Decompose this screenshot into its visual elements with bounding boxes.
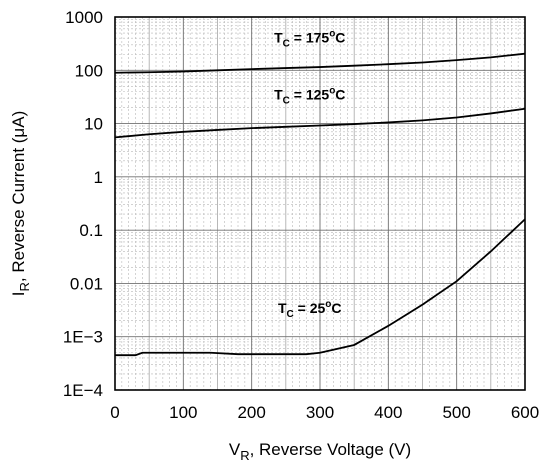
y-tick-label: 0.1	[79, 221, 103, 240]
series-annotation-2: TC = 25oC	[278, 299, 342, 320]
y-tick-label: 0.01	[70, 274, 103, 293]
x-tick-label: 100	[169, 403, 197, 422]
y-tick-label: 1E−4	[63, 381, 103, 400]
x-tick-label: 600	[511, 403, 539, 422]
x-tick-label: 200	[237, 403, 265, 422]
y-tick-label: 100	[75, 61, 103, 80]
x-tick-label: 500	[442, 403, 470, 422]
y-tick-label: 10	[84, 115, 103, 134]
x-tick-label: 400	[374, 403, 402, 422]
y-tick-label: 1	[94, 168, 103, 187]
series-annotation-1: TC = 125oC	[274, 86, 345, 107]
x-tick-label: 0	[110, 403, 119, 422]
series-annotation-0: TC = 175oC	[274, 29, 345, 50]
x-axis-label: VR, Reverse Voltage (V)	[229, 440, 411, 463]
y-tick-label: 1E−3	[63, 328, 103, 347]
y-tick-label: 1000	[65, 8, 103, 27]
x-tick-label: 300	[306, 403, 334, 422]
y-axis-label: IR, Reverse Current (μA)	[9, 111, 32, 296]
